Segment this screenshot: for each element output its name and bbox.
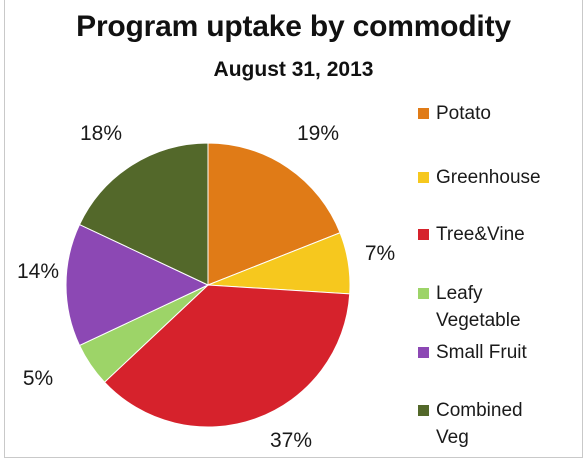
pie-slice-tree-vine <box>103 284 351 428</box>
legend-label-leafy-vegetable-line1: Leafy <box>436 283 483 304</box>
pie-label-leafy-vegetable: 5% <box>23 367 53 390</box>
legend-label-potato: Potato <box>436 103 491 124</box>
pie-label-greenhouse: 7% <box>365 242 395 265</box>
pie-label-small-fruit: 14% <box>17 260 59 283</box>
legend-swatch-tree-vine <box>418 229 429 240</box>
legend-label-leafy-vegetable-line2: Vegetable <box>436 310 521 331</box>
chart-title: Program uptake by commodity <box>76 10 511 43</box>
legend-label-tree-vine: Tree&Vine <box>436 224 525 245</box>
pie-label-potato: 19% <box>297 122 339 145</box>
legend-swatch-potato <box>418 108 429 119</box>
legend-swatch-combined-veg <box>418 405 429 416</box>
pie-slices <box>65 142 351 428</box>
pie-slice-combined-veg <box>78 142 209 286</box>
legend-label-leafy-vegetable: Leafy Vegetable <box>436 280 586 334</box>
pie-label-combined-veg: 18% <box>80 122 122 145</box>
legend-swatch-leafy-vegetable <box>418 288 429 299</box>
pie-labels: 19% 7% 37% 5% 14% 18% <box>17 122 395 452</box>
chart-subtitle: August 31, 2013 <box>213 58 374 81</box>
legend-swatch-greenhouse <box>418 172 429 183</box>
legend-label-combined-veg-line2: Veg <box>436 427 469 448</box>
pie-slice-potato <box>207 142 341 286</box>
pie-label-tree-vine: 37% <box>270 429 312 452</box>
legend-swatch-small-fruit <box>418 347 429 358</box>
pie-slice-small-fruit <box>65 223 210 347</box>
legend-label-combined-veg-line1: Combined <box>436 400 523 421</box>
legend-label-small-fruit: Small Fruit <box>436 342 527 363</box>
legend-label-combined-veg: Combined Veg <box>436 397 586 451</box>
legend-label-greenhouse: Greenhouse <box>436 167 541 188</box>
